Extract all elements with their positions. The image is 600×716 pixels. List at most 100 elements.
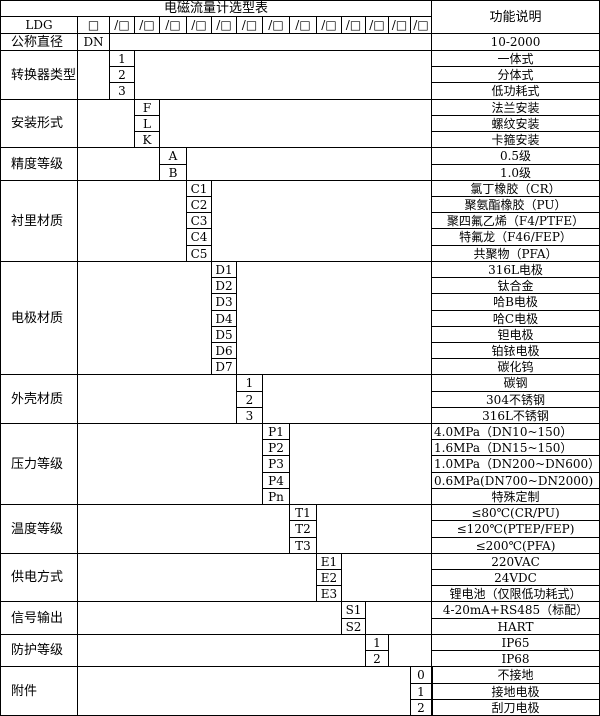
function-cell: 特殊定制: [431, 488, 600, 505]
function-cell: 刮刀电极: [431, 699, 600, 716]
model-slot: /□: [289, 16, 317, 34]
function-cell: 10-2000: [431, 33, 600, 51]
function-cell: IP68: [431, 650, 600, 667]
option-code: S2: [341, 618, 366, 635]
model-slot: /□: [186, 16, 212, 34]
function-cell: 一体式: [431, 50, 600, 67]
function-cell: 220VAC: [431, 553, 600, 570]
option-code: E2: [316, 569, 342, 586]
option-code: 1: [410, 683, 432, 700]
blank-cell: [388, 634, 432, 667]
option-code: P3: [262, 455, 290, 473]
model-slot: /□: [410, 16, 432, 34]
group-label: 防护等级: [0, 634, 78, 667]
blank-cell: [77, 147, 160, 181]
model-slot-dn: □: [77, 16, 110, 34]
option-code: D2: [211, 277, 237, 294]
function-cell: 低功耗式: [431, 82, 600, 100]
function-cell: 0.5级: [431, 147, 600, 165]
option-code: 0: [410, 666, 432, 684]
blank-cell: [211, 180, 432, 262]
function-cell: HART: [431, 618, 600, 635]
function-cell: 接地电极: [431, 683, 600, 700]
option-code: D5: [211, 326, 237, 343]
row-label-nominal-diameter: 公称直径: [0, 33, 78, 51]
option-code: 2: [410, 699, 432, 716]
function-cell: IP65: [431, 634, 600, 651]
function-cell: 1.6MPa（DN15~150）: [431, 439, 600, 456]
blank-cell: [77, 374, 237, 424]
function-cell: 特氟龙（F46/FEP）: [431, 228, 600, 246]
function-cell: 316L电极: [431, 261, 600, 278]
blank-cell: [77, 423, 263, 505]
function-cell: 共聚物（PFA）: [431, 245, 600, 262]
function-cell: 碳化钨: [431, 358, 600, 375]
function-cell: 聚四氟乙烯（F4/PTFE）: [431, 212, 600, 229]
group-label: 转换器类型: [0, 50, 78, 100]
model-slot: /□: [341, 16, 366, 34]
group-label: 外壳材质: [0, 374, 78, 424]
blank-cell: [77, 180, 187, 262]
option-code: D7: [211, 358, 237, 375]
blank-cell: [77, 553, 317, 602]
blank-cell: [77, 634, 366, 667]
model-slot: /□: [134, 16, 160, 34]
option-code: S1: [341, 601, 366, 619]
blank-cell: [77, 50, 110, 100]
model-slot: /□: [262, 16, 290, 34]
option-code: B: [159, 164, 187, 181]
function-cell: 4-20mA+RS485（标配）: [431, 601, 600, 619]
group-label: 电极材质: [0, 261, 78, 375]
option-code: 2: [365, 650, 389, 667]
option-code: C2: [186, 196, 212, 213]
function-cell: 螺纹安装: [431, 115, 600, 132]
group-label: 附件: [0, 666, 78, 716]
group-label: 温度等级: [0, 504, 78, 554]
option-code: 1: [365, 634, 389, 651]
option-code: 3: [109, 82, 135, 100]
group-label: 信号输出: [0, 601, 78, 635]
function-cell: 钛合金: [431, 277, 600, 294]
blank-cell: [365, 601, 432, 635]
model-slot: /□: [316, 16, 342, 34]
function-cell: 24VDC: [431, 569, 600, 586]
option-code: E3: [316, 585, 342, 602]
option-code: Pn: [262, 488, 290, 505]
function-cell: 聚氨酯橡胶（PU）: [431, 196, 600, 213]
function-cell: 分体式: [431, 66, 600, 83]
function-cell: 不接地: [431, 666, 600, 684]
blank-cell: [341, 553, 432, 602]
option-code: C5: [186, 245, 212, 262]
model-slot: /□: [365, 16, 389, 34]
function-cell: 4.0MPa（DN10~150）: [431, 423, 600, 440]
function-cell: 316L不锈钢: [431, 407, 600, 424]
option-code: E1: [316, 553, 342, 570]
blank-cell: [109, 33, 432, 51]
function-cell: 0.6MPa(DN700~DN2000): [431, 472, 600, 489]
function-cell: 氯丁橡胶（CR）: [431, 180, 600, 197]
function-cell: ≤80℃(CR/PU): [431, 504, 600, 521]
function-cell: 1.0级: [431, 164, 600, 181]
function-cell: 铂铱电极: [431, 342, 600, 359]
option-code: 1: [109, 50, 135, 67]
option-code: L: [134, 115, 160, 132]
option-code: K: [134, 131, 160, 148]
model-slot: /□: [388, 16, 411, 34]
option-code: F: [134, 99, 160, 116]
option-code: 2: [236, 391, 263, 408]
blank-cell: [316, 504, 432, 554]
model-slot: /□: [211, 16, 237, 34]
function-header: 功能说明: [431, 0, 600, 34]
blank-cell: [186, 147, 432, 181]
model-slot: /□: [159, 16, 187, 34]
function-cell: 碳钢: [431, 374, 600, 392]
blank-cell: [134, 50, 432, 100]
function-cell: 304不锈钢: [431, 391, 600, 408]
function-cell: ≤200℃(PFA): [431, 537, 600, 554]
option-code: C4: [186, 228, 212, 246]
function-cell: 哈B电极: [431, 293, 600, 311]
blank-cell: [77, 601, 342, 635]
blank-cell: [236, 261, 432, 375]
function-cell: 卡箍安装: [431, 131, 600, 148]
